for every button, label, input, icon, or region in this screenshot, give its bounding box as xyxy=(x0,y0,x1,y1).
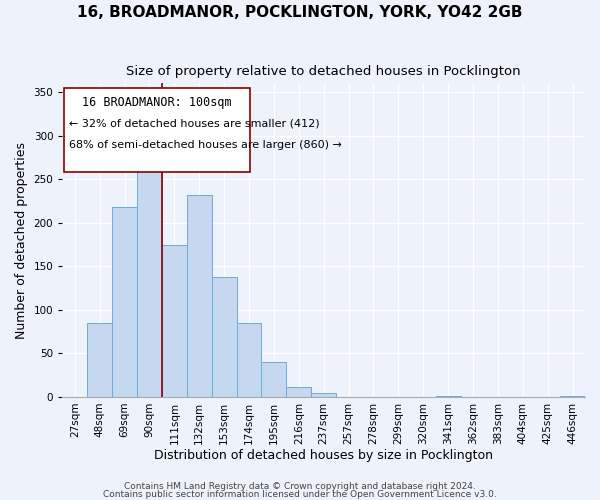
Bar xyxy=(187,195,212,397)
Text: Contains public sector information licensed under the Open Government Licence v3: Contains public sector information licen… xyxy=(103,490,497,499)
X-axis label: Distribution of detached houses by size in Pocklington: Distribution of detached houses by size … xyxy=(154,450,493,462)
Bar xyxy=(112,207,137,397)
Bar xyxy=(262,362,286,397)
Title: Size of property relative to detached houses in Pocklington: Size of property relative to detached ho… xyxy=(127,65,521,78)
Bar xyxy=(87,323,112,397)
Text: 68% of semi-detached houses are larger (860) →: 68% of semi-detached houses are larger (… xyxy=(68,140,341,150)
FancyBboxPatch shape xyxy=(64,88,250,172)
Bar xyxy=(162,244,187,397)
Bar xyxy=(436,396,461,397)
Bar xyxy=(212,276,236,397)
Text: ← 32% of detached houses are smaller (412): ← 32% of detached houses are smaller (41… xyxy=(68,118,319,128)
Text: 16 BROADMANOR: 100sqm: 16 BROADMANOR: 100sqm xyxy=(82,96,232,110)
Bar xyxy=(286,388,311,397)
Text: 16, BROADMANOR, POCKLINGTON, YORK, YO42 2GB: 16, BROADMANOR, POCKLINGTON, YORK, YO42 … xyxy=(77,5,523,20)
Bar xyxy=(236,323,262,397)
Bar xyxy=(560,396,585,397)
Y-axis label: Number of detached properties: Number of detached properties xyxy=(15,142,28,338)
Bar xyxy=(311,394,336,397)
Text: Contains HM Land Registry data © Crown copyright and database right 2024.: Contains HM Land Registry data © Crown c… xyxy=(124,482,476,491)
Bar xyxy=(137,152,162,397)
